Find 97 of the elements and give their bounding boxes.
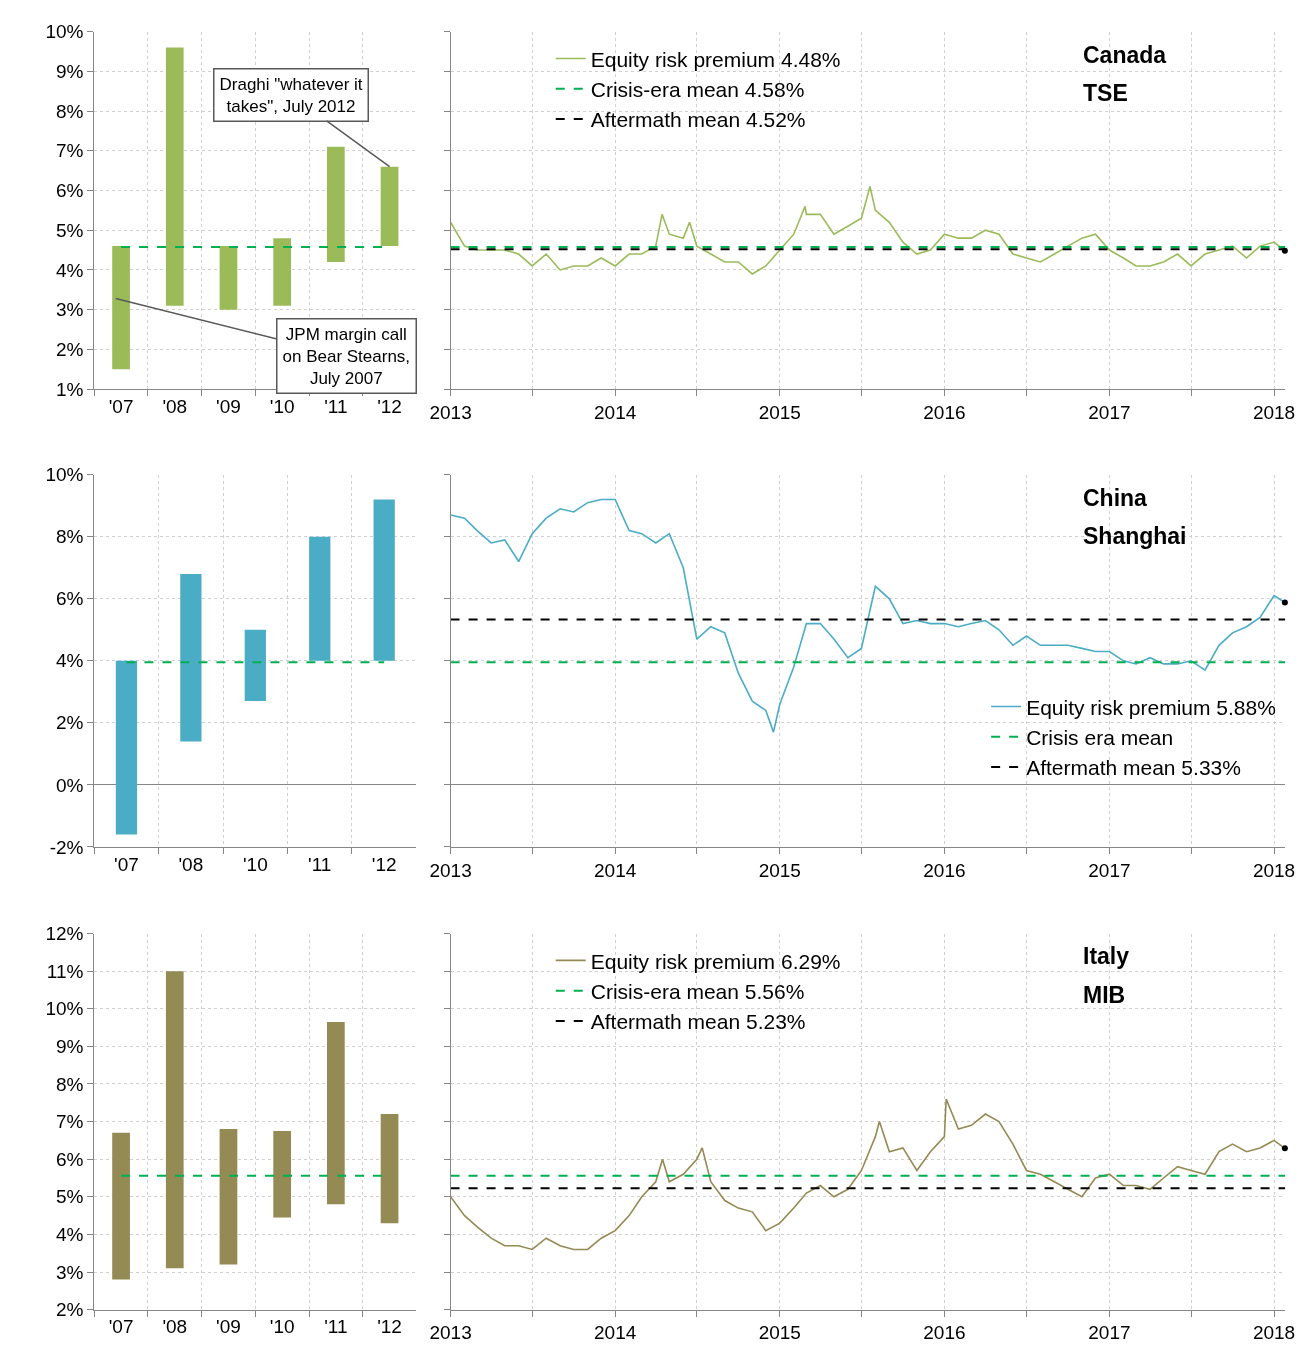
y-tick-label: 2% xyxy=(55,339,84,360)
annotation: Draghi "whatever it takes", July 2012 xyxy=(219,74,363,116)
bar xyxy=(115,660,138,835)
y-tick-label: 6% xyxy=(55,588,84,610)
x-tick-label: 2014 xyxy=(594,859,637,881)
y-tick-label: 7% xyxy=(55,1111,84,1133)
x-tick-label: 2013 xyxy=(429,859,472,881)
y-tick-label: 3% xyxy=(55,299,84,321)
y-tick-label: 3% xyxy=(55,1261,84,1283)
chart-title: Italy xyxy=(1083,943,1130,969)
x-tick-label: 2017 xyxy=(1088,859,1131,881)
y-tick-label: 9% xyxy=(55,61,84,83)
x-tick-label: '12 xyxy=(377,395,402,417)
bar xyxy=(219,246,238,310)
x-tick-label: 2016 xyxy=(923,859,966,881)
y-tick-label: 4% xyxy=(55,259,84,281)
text: China xyxy=(1083,485,1148,511)
bar xyxy=(112,1132,130,1280)
legend-label: Equity risk premium 5.88% xyxy=(1026,695,1276,719)
y-tick-label: 0% xyxy=(55,774,84,796)
legend-label: Equity risk premium 4.48% xyxy=(590,47,841,71)
y-tick-label: 11% xyxy=(46,960,84,982)
text: TSE xyxy=(1083,80,1128,106)
bar xyxy=(165,971,184,1269)
y-tick-label: 8% xyxy=(55,526,84,548)
bar xyxy=(380,1114,399,1224)
x-tick-label: '10 xyxy=(242,853,268,875)
x-tick-label: 2018 xyxy=(1252,859,1296,881)
x-tick-label: 2015 xyxy=(758,859,801,881)
x-tick-label: 2017 xyxy=(1088,1322,1131,1344)
x-tick-label: '08 xyxy=(162,1316,188,1338)
x-tick-label: '12 xyxy=(377,1316,402,1338)
x-tick-label: '10 xyxy=(269,1316,295,1338)
y-tick-label: 10% xyxy=(45,464,84,486)
legend-label: Aftermath mean 5.33% xyxy=(1026,756,1241,780)
x-tick-label: 2016 xyxy=(923,401,966,423)
y-tick-label: 2% xyxy=(55,1299,84,1321)
text: Shanghai xyxy=(1083,523,1187,549)
annotation: JPM margin call on Bear Stearns, July 2007 xyxy=(282,324,411,388)
x-tick-label: '07 xyxy=(108,395,134,417)
x-tick-label: 2016 xyxy=(923,1322,966,1344)
bar xyxy=(309,536,331,661)
x-tick-label: '08 xyxy=(178,853,204,875)
x-tick-label: '10 xyxy=(269,395,295,417)
legend-label: Crisis era mean xyxy=(1026,725,1174,749)
y-tick-label: 5% xyxy=(55,219,84,241)
x-tick-label: 2018 xyxy=(1252,401,1296,423)
bar xyxy=(273,238,292,306)
y-tick-label: 2% xyxy=(55,712,84,734)
y-tick-label: 10% xyxy=(45,21,84,43)
x-tick-label: '09 xyxy=(216,1316,241,1338)
y-tick-label: 12% xyxy=(45,923,84,945)
x-tick-label: 2014 xyxy=(594,1322,637,1344)
x-tick-label: 2013 xyxy=(429,1322,472,1344)
y-tick-label: 10% xyxy=(45,998,84,1020)
bar xyxy=(165,47,184,306)
legend-label: Equity risk premium 6.29% xyxy=(590,949,841,973)
legend-label: Crisis-era mean 5.56% xyxy=(590,979,805,1003)
y-tick-label: 4% xyxy=(55,1224,84,1246)
x-tick-label: 2018 xyxy=(1252,1322,1296,1344)
bar xyxy=(326,146,345,262)
legend-label: Aftermath mean 4.52% xyxy=(590,108,806,132)
x-tick-label: '11 xyxy=(324,1316,348,1338)
y-tick-label: 4% xyxy=(55,650,84,672)
y-tick-label: 1% xyxy=(55,378,84,400)
x-tick-label: '11 xyxy=(324,395,348,417)
bar xyxy=(244,629,266,702)
bar xyxy=(380,166,399,247)
bar xyxy=(326,1021,345,1205)
bar xyxy=(373,499,395,661)
legend-label: Crisis-era mean 4.58% xyxy=(590,78,805,101)
x-tick-label: '07 xyxy=(114,853,139,875)
y-tick-label: 9% xyxy=(55,1036,84,1058)
x-tick-label: '11 xyxy=(308,853,332,875)
y-tick-label: 5% xyxy=(55,1186,84,1208)
x-tick-label: '08 xyxy=(162,395,188,417)
y-tick-label: 8% xyxy=(55,1073,84,1095)
bar xyxy=(180,573,202,742)
y-tick-label: -2% xyxy=(49,836,84,858)
text: Canada xyxy=(1083,42,1167,68)
x-tick-label: 2015 xyxy=(758,401,801,423)
y-tick-label: 7% xyxy=(55,140,84,162)
x-tick-label: '12 xyxy=(371,853,397,875)
x-tick-label: '09 xyxy=(216,395,241,417)
x-tick-label: 2015 xyxy=(758,1322,801,1344)
y-tick-label: 8% xyxy=(55,100,84,122)
legend-label: Aftermath mean 5.23% xyxy=(590,1010,806,1034)
y-tick-label: 6% xyxy=(55,1148,84,1170)
bar xyxy=(273,1130,292,1218)
x-tick-label: '07 xyxy=(108,1316,134,1338)
y-tick-label: 6% xyxy=(55,180,84,202)
text: MIB xyxy=(1083,982,1126,1008)
bar xyxy=(112,246,130,370)
x-tick-label: 2014 xyxy=(594,401,637,423)
x-tick-label: 2013 xyxy=(429,401,472,423)
bar xyxy=(219,1129,238,1265)
x-tick-label: 2017 xyxy=(1088,401,1131,423)
